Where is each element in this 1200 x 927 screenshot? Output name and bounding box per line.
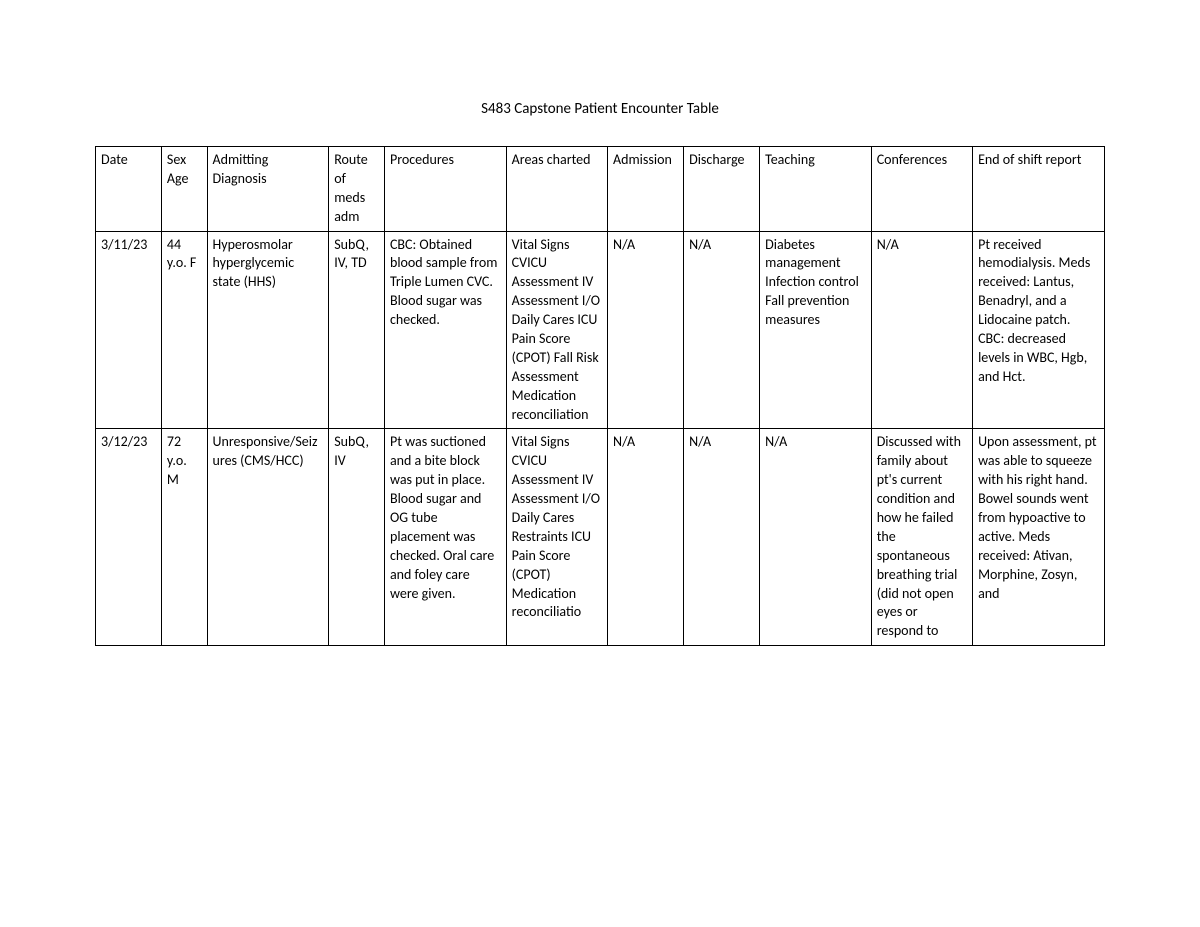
- cell-conferences: Discussed with family about pt's current…: [871, 429, 972, 646]
- col-procedures: Procedures: [384, 147, 506, 232]
- cell-route: SubQ, IV: [329, 429, 385, 646]
- patient-encounter-table: Date Sex Age Admitting Diagnosis Route o…: [95, 146, 1105, 646]
- cell-diagnosis: Unresponsive/Seizures (CMS/HCC): [207, 429, 329, 646]
- cell-teaching: Diabetes management Infection control Fa…: [760, 231, 872, 429]
- cell-date: 3/11/23: [96, 231, 162, 429]
- cell-date: 3/12/23: [96, 429, 162, 646]
- table-header-row: Date Sex Age Admitting Diagnosis Route o…: [96, 147, 1105, 232]
- cell-diagnosis: Hyperosmolar hyperglycemic state (HHS): [207, 231, 329, 429]
- col-route: Route of meds adm: [329, 147, 385, 232]
- col-discharge: Discharge: [684, 147, 760, 232]
- cell-discharge: N/A: [684, 429, 760, 646]
- col-date: Date: [96, 147, 162, 232]
- col-areas: Areas charted: [506, 147, 607, 232]
- cell-sex-age: 72 y.o. M: [161, 429, 207, 646]
- table-row: 3/12/23 72 y.o. M Unresponsive/Seizures …: [96, 429, 1105, 646]
- col-report: End of shift report: [973, 147, 1105, 232]
- col-teaching: Teaching: [760, 147, 872, 232]
- cell-route: SubQ, IV, TD: [329, 231, 385, 429]
- cell-discharge: N/A: [684, 231, 760, 429]
- cell-areas: Vital Signs CVICU Assessment IV Assessme…: [506, 231, 607, 429]
- cell-procedures: CBC: Obtained blood sample from Triple L…: [384, 231, 506, 429]
- cell-areas: Vital Signs CVICU Assessment IV Assessme…: [506, 429, 607, 646]
- cell-sex-age: 44 y.o. F: [161, 231, 207, 429]
- page-title: S483 Capstone Patient Encounter Table: [95, 100, 1105, 118]
- cell-admission: N/A: [608, 429, 684, 646]
- cell-report: Upon assessment, pt was able to squeeze …: [973, 429, 1105, 646]
- cell-procedures: Pt was suctioned and a bite block was pu…: [384, 429, 506, 646]
- cell-teaching: N/A: [760, 429, 872, 646]
- cell-conferences: N/A: [871, 231, 972, 429]
- cell-admission: N/A: [608, 231, 684, 429]
- col-conferences: Conferences: [871, 147, 972, 232]
- cell-report: Pt received hemodialysis. Meds received:…: [973, 231, 1105, 429]
- col-admission: Admission: [608, 147, 684, 232]
- table-row: 3/11/23 44 y.o. F Hyperosmolar hyperglyc…: [96, 231, 1105, 429]
- document-page: S483 Capstone Patient Encounter Table Da…: [0, 0, 1200, 646]
- col-diagnosis: Admitting Diagnosis: [207, 147, 329, 232]
- col-sex-age: Sex Age: [161, 147, 207, 232]
